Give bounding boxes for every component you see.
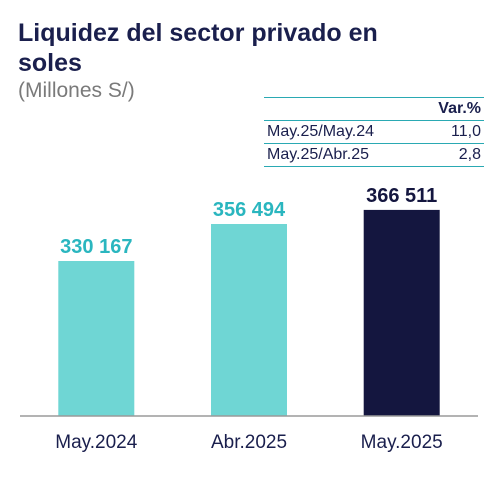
variation-value: 11,0 [451,123,481,140]
bar-may-2025 [363,209,440,416]
variation-period: May.25/May.24 [267,123,375,140]
x-tick-label: Abr.2025 [211,432,287,453]
variation-value: 2,8 [458,146,481,163]
bar-may-2024 [58,261,135,416]
chart-subtitle: (Millones S/) [18,79,135,102]
bar-value-label: 356 494 [213,199,286,221]
bar-value-label: 330 167 [60,236,132,258]
variation-row: May.25/Abr.25 2,8 [264,144,484,167]
variation-period: May.25/Abr.25 [267,146,369,163]
variation-table-header-row: Var.% [264,97,484,121]
variation-table: Var.% May.25/May.24 11,0 May.25/Abr.25 2… [264,97,484,167]
variation-row: May.25/May.24 11,0 [264,121,484,144]
x-tick-label: May.2025 [361,432,443,453]
bar-value-label: 366 511 [366,185,437,207]
x-tick-label: May.2024 [55,432,137,453]
chart-title: Liquidez del sector privado en soles [18,19,378,77]
bar-abr-2025 [211,224,287,416]
variation-header: Var.% [438,100,481,117]
